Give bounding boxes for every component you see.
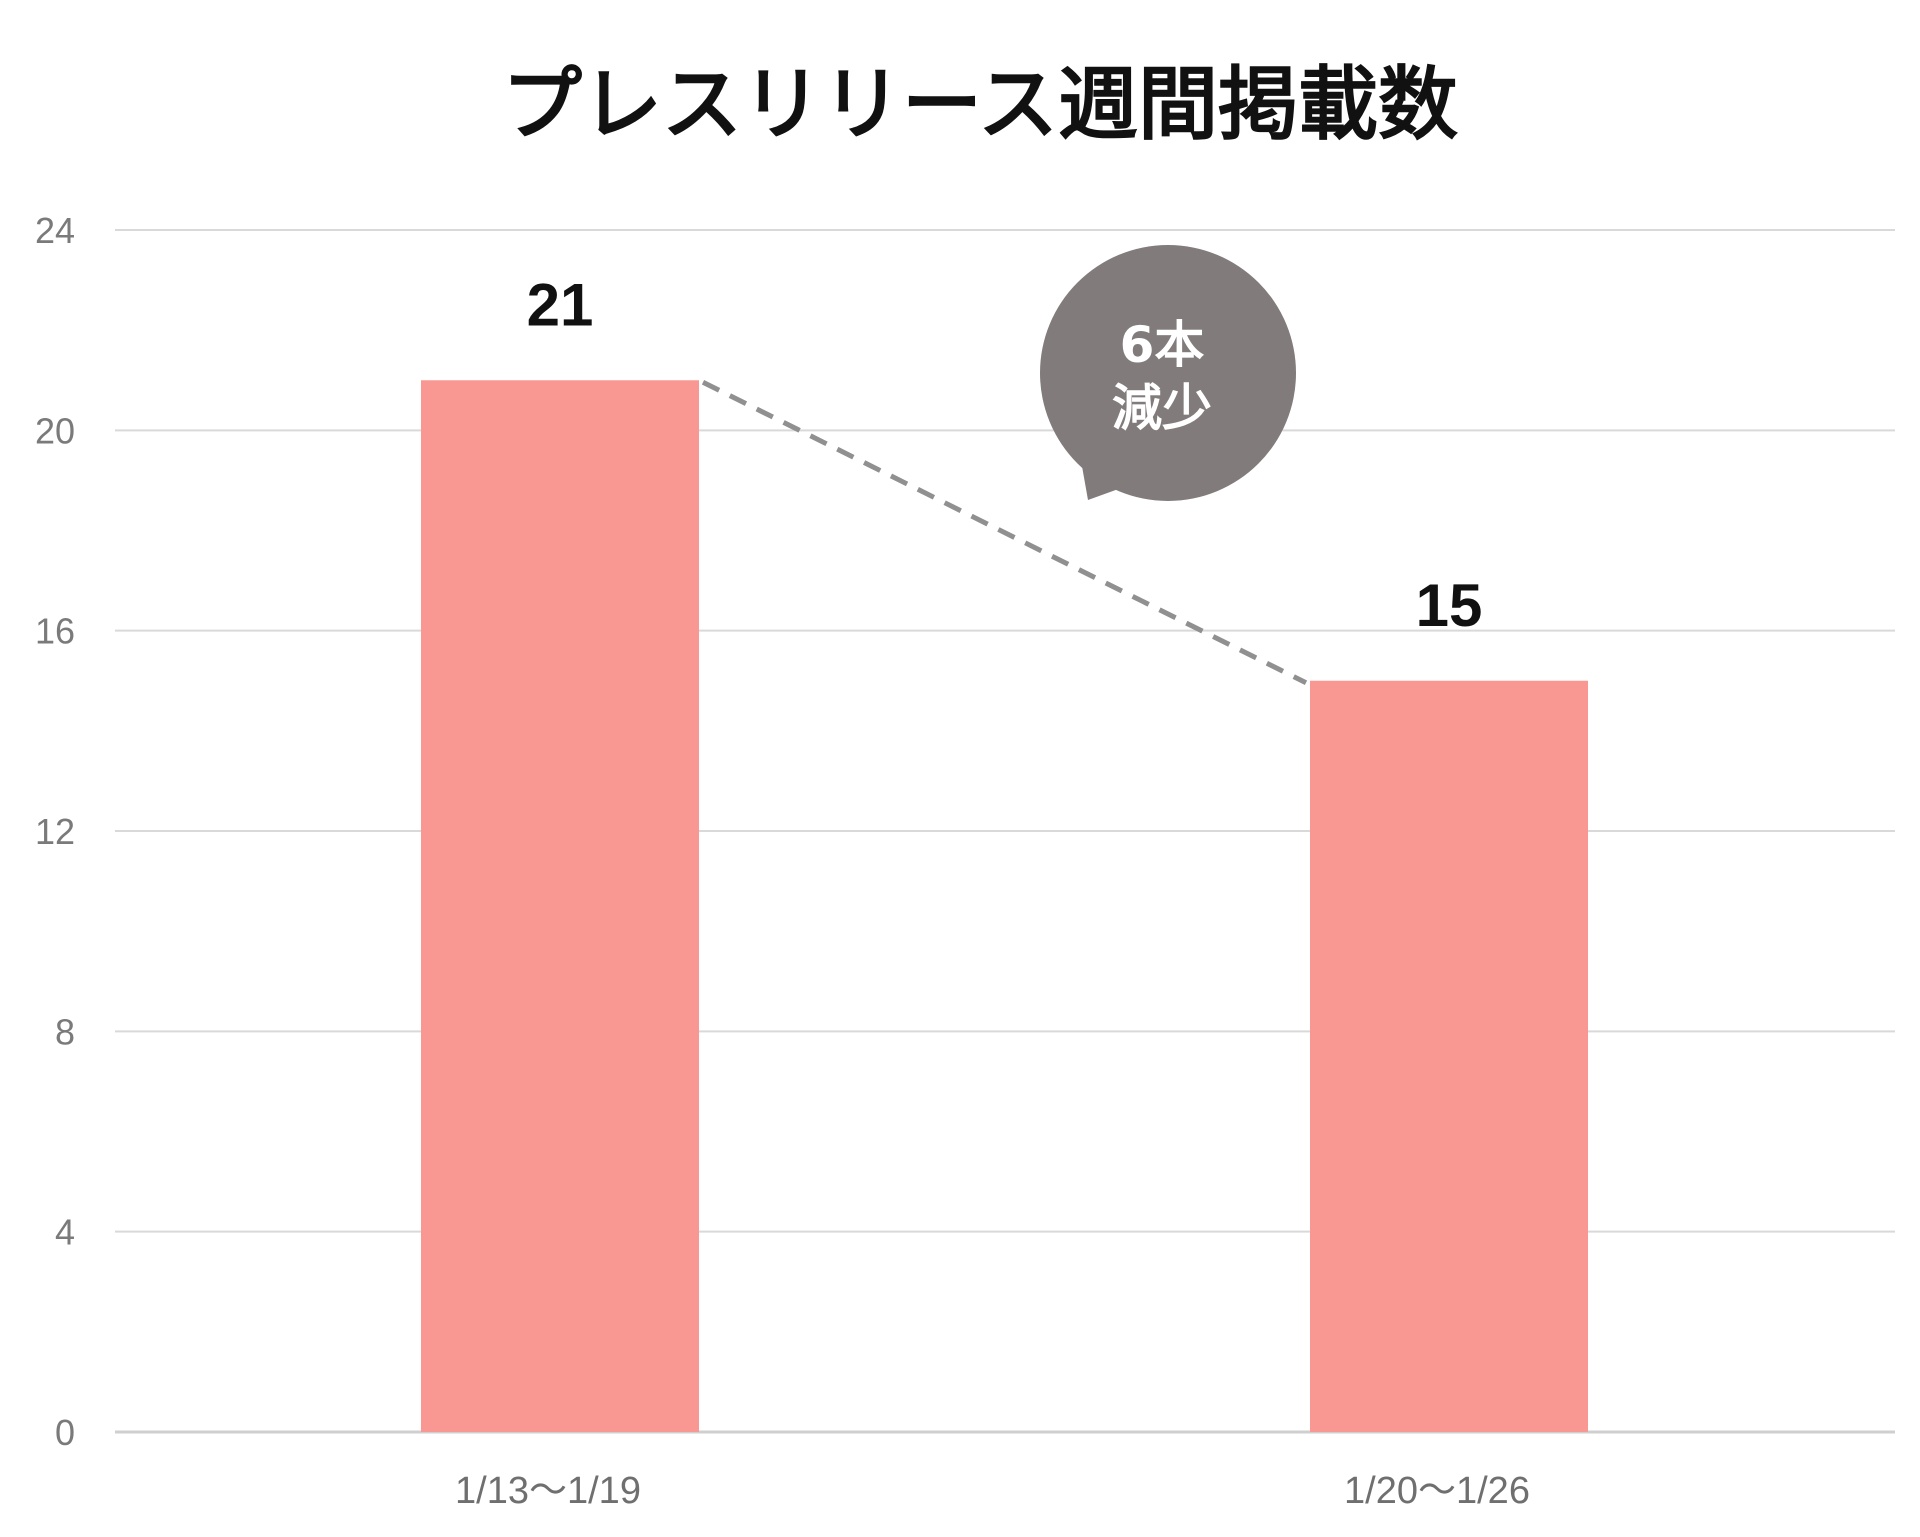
- bars: [421, 380, 1588, 1432]
- bar: [421, 380, 699, 1432]
- x-tick-label: 1/20〜1/26: [1344, 1470, 1530, 1512]
- x-tick-label: 1/13〜1/19: [455, 1470, 641, 1512]
- bar-value-label: 21: [527, 271, 594, 338]
- y-tick-label: 12: [35, 811, 75, 852]
- decrease-callout-bubble: 6本 減少: [1040, 245, 1296, 501]
- x-axis-ticks: 1/13〜1/19 1/20〜1/26: [455, 1470, 1530, 1512]
- callout-line-1: 6本: [1120, 316, 1205, 374]
- y-tick-label: 8: [55, 1011, 75, 1052]
- y-tick-label: 20: [35, 410, 75, 451]
- bar: [1310, 680, 1588, 1432]
- bar-value-label: 15: [1416, 572, 1483, 639]
- y-tick-label: 16: [35, 611, 75, 652]
- trend-dashed-line: [701, 380, 1308, 685]
- callout-tail: [1080, 455, 1135, 500]
- y-axis-ticks: 0 4 8 12 16 20 24: [35, 210, 75, 1453]
- y-tick-label: 0: [55, 1412, 75, 1453]
- y-tick-label: 4: [55, 1212, 75, 1253]
- trend-line-layer: [701, 380, 1308, 685]
- callout-circle: [1040, 245, 1296, 501]
- chart-title: プレスリリース週間掲載数: [502, 58, 1458, 151]
- data-labels: 21 15: [527, 271, 1483, 639]
- y-tick-label: 24: [35, 210, 75, 251]
- gridlines: [115, 229, 1895, 1434]
- callout-line-2: 減少: [1112, 379, 1212, 437]
